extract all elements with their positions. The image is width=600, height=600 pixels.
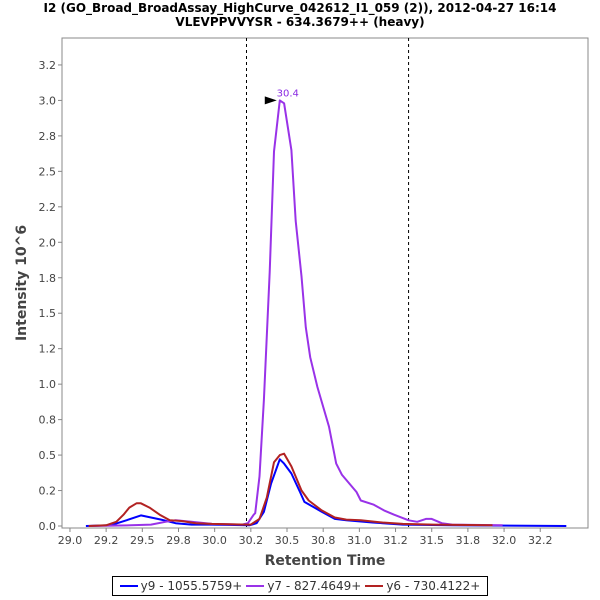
x-tick-label: 31.2	[383, 534, 408, 547]
y-tick-label: 0.2	[39, 485, 57, 498]
legend-label: y7 - 827.4649+	[267, 579, 362, 593]
legend-swatch	[119, 585, 138, 587]
chart-subtitle: VLEVPPVVYSR - 634.3679++ (heavy)	[175, 15, 425, 29]
x-tick-label: 30.8	[311, 534, 336, 547]
x-axis-label: Retention Time	[265, 553, 386, 569]
peak-annotation: 30.4	[277, 88, 299, 99]
y-axis-label: Intensity 10^6	[14, 225, 30, 341]
legend-item: y7 - 827.4649+	[246, 579, 361, 593]
y-tick-label: 2.8	[39, 130, 57, 143]
x-tick-label: 29.0	[58, 534, 83, 547]
series-line-y6	[88, 452, 493, 527]
y-tick-label: 3.0	[39, 94, 57, 107]
x-tick-label: 29.8	[166, 534, 191, 547]
y-tick-label: 3.2	[39, 59, 57, 72]
x-tick-label: 30.2	[239, 534, 264, 547]
x-tick-label: 30.5	[275, 534, 300, 547]
legend-item: y9 - 1055.5759+	[119, 579, 243, 593]
y-tick-label: 2.5	[39, 165, 57, 178]
x-tick-label: 31.5	[419, 534, 444, 547]
y-tick-label: 0.5	[39, 449, 57, 462]
plot-area	[61, 37, 589, 529]
y-tick-label: 2.2	[39, 201, 57, 214]
x-tick-label: 29.2	[94, 534, 119, 547]
y-tick-label: 0.8	[39, 414, 57, 427]
peak-arrow-icon	[264, 96, 277, 105]
x-tick-label: 31.8	[456, 534, 481, 547]
chart-title: I2 (GO_Broad_BroadAssay_HighCurve_042612…	[43, 1, 557, 15]
legend-label: y6 - 730.4122+	[386, 579, 481, 593]
y-tick-label: 1.0	[39, 378, 57, 391]
y-tick-label: 2.0	[39, 236, 57, 249]
legend-swatch	[365, 585, 384, 587]
x-tick-label: 29.5	[130, 534, 155, 547]
legend-label: y9 - 1055.5759+	[140, 579, 243, 593]
legend: y9 - 1055.5759+ y7 - 827.4649+ y6 - 730.41…	[112, 576, 488, 596]
y-tick-label: 0.0	[39, 520, 57, 533]
legend-item: y6 - 730.4122+	[365, 579, 480, 593]
x-tick-label: 32.2	[528, 534, 553, 547]
y-tick-label: 1.8	[39, 272, 57, 285]
legend-swatch	[246, 585, 265, 587]
x-tick-label: 32.0	[492, 534, 517, 547]
y-tick-label: 1.5	[39, 307, 57, 320]
y-tick-label: 1.2	[39, 343, 57, 356]
x-tick-label: 30.0	[202, 534, 227, 547]
x-tick-label: 31.0	[347, 534, 372, 547]
